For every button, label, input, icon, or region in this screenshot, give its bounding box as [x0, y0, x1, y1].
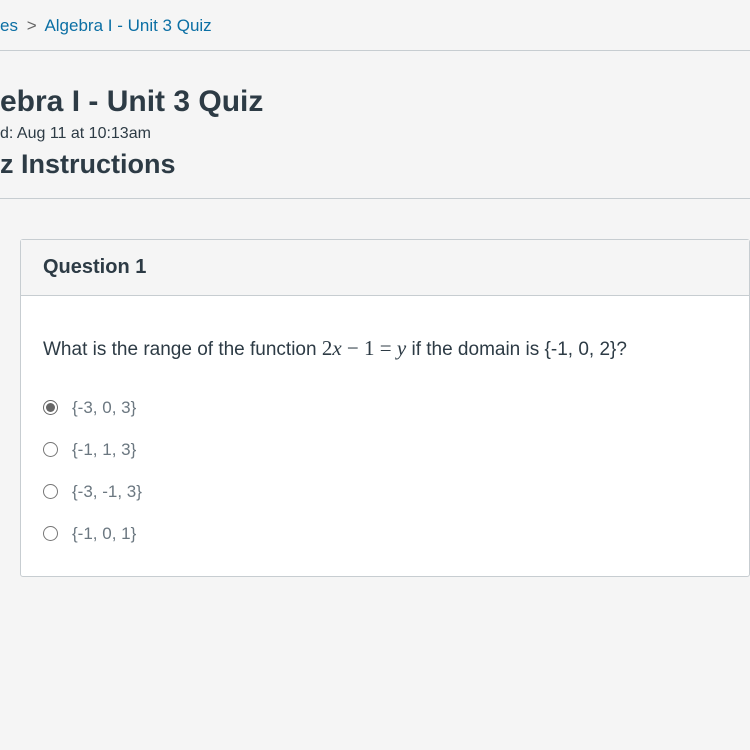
answer-option[interactable]: {-3, -1, 3} [43, 482, 727, 502]
answer-option[interactable]: {-3, 0, 3} [43, 398, 727, 418]
breadcrumb-link-prev[interactable]: es [0, 16, 18, 35]
started-prefix: d: [0, 125, 17, 142]
question-text-before: What is the range of the function [43, 339, 322, 360]
breadcrumb: es > Algebra I - Unit 3 Quiz [0, 0, 750, 51]
answer-option[interactable]: {-1, 0, 1} [43, 524, 727, 544]
question-math: 2x − 1 = y [322, 336, 406, 360]
answer-radio-1[interactable] [43, 442, 58, 457]
answer-option[interactable]: {-1, 1, 3} [43, 440, 727, 460]
question-body: What is the range of the function 2x − 1… [21, 296, 749, 576]
question-text: What is the range of the function 2x − 1… [43, 334, 727, 364]
instructions-heading: z Instructions [0, 149, 750, 190]
question-header: Question 1 [21, 240, 749, 296]
answer-label: {-1, 0, 1} [72, 524, 136, 544]
answer-radio-2[interactable] [43, 484, 58, 499]
answer-radio-3[interactable] [43, 526, 58, 541]
question-card: Question 1 What is the range of the func… [20, 239, 750, 577]
question-label: Question 1 [43, 256, 727, 279]
breadcrumb-link-current[interactable]: Algebra I - Unit 3 Quiz [44, 16, 211, 35]
answer-label: {-3, 0, 3} [72, 398, 136, 418]
quiz-header: ebra I - Unit 3 Quiz d: Aug 11 at 10:13a… [0, 51, 750, 199]
answer-radio-0[interactable] [43, 400, 58, 415]
breadcrumb-separator: > [27, 16, 37, 35]
page-title: ebra I - Unit 3 Quiz [0, 85, 750, 119]
answer-label: {-1, 1, 3} [72, 440, 136, 460]
answer-label: {-3, -1, 3} [72, 482, 142, 502]
answer-list: {-3, 0, 3} {-1, 1, 3} {-3, -1, 3} {-1, 0… [43, 398, 727, 544]
started-time: d: Aug 11 at 10:13am [0, 125, 750, 143]
started-timestamp: Aug 11 at 10:13am [17, 125, 151, 142]
question-text-after: if the domain is {-1, 0, 2}? [406, 339, 627, 360]
